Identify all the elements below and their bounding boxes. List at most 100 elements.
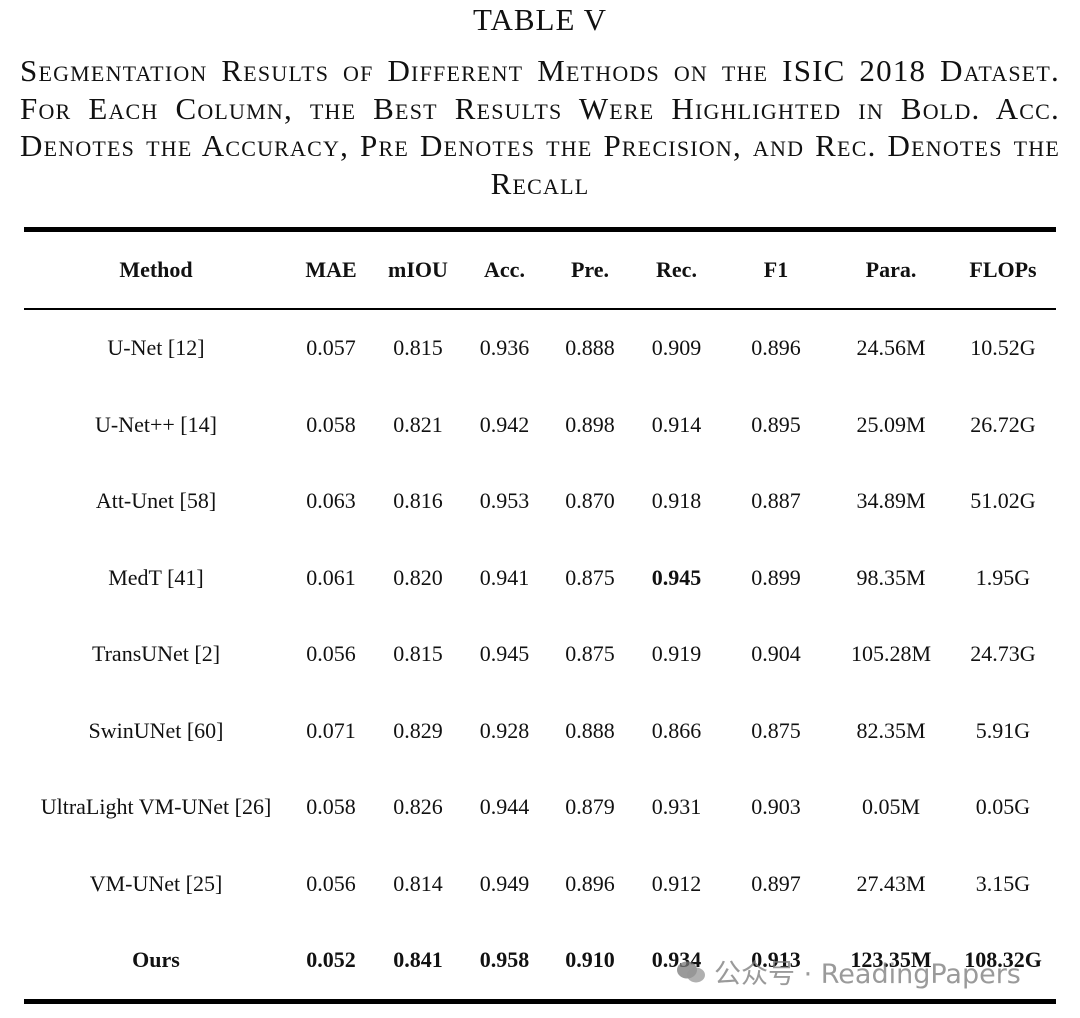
value-cell: 0.904: [751, 641, 801, 667]
value-cell: 123.35M: [850, 947, 932, 973]
value-cell: 0.058: [306, 411, 356, 437]
value-cell: 0.945: [479, 641, 530, 667]
value-cell: 0.910: [565, 947, 615, 973]
table-row: U-Net++ [14] 0.058 0.821 0.942 0.898 0.914 0.8…: [24, 387, 1056, 464]
value-cell: 10.52G: [970, 335, 1036, 361]
value-cell: 108.32G: [964, 947, 1042, 973]
value-cell: 26.72G: [970, 411, 1036, 437]
value-cell: 0.841: [393, 947, 443, 973]
value-cell: 105.28M: [850, 641, 932, 667]
value-cell: 0.820: [393, 564, 443, 590]
value-cell: 0.898: [565, 411, 615, 437]
value-cell: 0.949: [479, 870, 530, 896]
value-cell: 0.814: [393, 870, 443, 896]
column-header: F1: [720, 229, 832, 310]
value-cell: 0.05G: [975, 794, 1031, 820]
value-cell: 24.56M: [856, 335, 926, 361]
value-cell: 0.936: [479, 335, 530, 361]
method-cell: MedT [41]: [108, 564, 204, 590]
value-cell: 0.056: [306, 870, 356, 896]
value-cell: 1.95G: [975, 564, 1031, 590]
column-header: mIOU: [374, 229, 462, 310]
value-cell: 0.875: [565, 641, 615, 667]
value-cell: 0.052: [306, 947, 356, 973]
value-cell: 0.899: [751, 564, 801, 590]
results-table: Method MAE mIOU Acc. Pre. Rec. F1 Para. FLOPs U-…: [24, 227, 1056, 1004]
column-header: Rec.: [633, 229, 720, 310]
header-row: Method MAE mIOU Acc. Pre. Rec. F1 Para. FLOPs: [24, 229, 1056, 310]
value-cell: 0.953: [479, 488, 530, 514]
value-cell: 0.897: [751, 870, 801, 896]
method-cell: Att-Unet [58]: [95, 488, 217, 514]
table-row: TransUNet [2] 0.056 0.815 0.945 0.875 0.919 0.…: [24, 616, 1056, 693]
table-row: Att-Unet [58] 0.063 0.816 0.953 0.870 0.918 0.…: [24, 463, 1056, 540]
value-cell: 0.071: [306, 717, 356, 743]
table-title: TABLE V: [473, 2, 607, 37]
value-cell: 0.895: [751, 411, 801, 437]
column-header: MAE: [288, 229, 374, 310]
value-cell: 0.931: [651, 794, 702, 820]
table-head: Method MAE mIOU Acc. Pre. Rec. F1 Para. FLOPs: [24, 229, 1056, 310]
table-row: Ours 0.052 0.841 0.958 0.910 0.934 0.913 123.35…: [24, 922, 1056, 1001]
value-cell: 0.056: [306, 641, 356, 667]
value-cell: 0.061: [306, 564, 356, 590]
value-cell: 27.43M: [856, 870, 926, 896]
value-cell: 0.944: [479, 794, 530, 820]
value-cell: 0.058: [306, 794, 356, 820]
value-cell: 0.912: [651, 870, 702, 896]
table-caption: Segmentation Results of Different Method…: [20, 53, 1060, 201]
value-cell: 0.909: [651, 335, 702, 361]
value-cell: 0.826: [393, 794, 443, 820]
watermark: 公众号 · ReadingPapers: [676, 952, 1021, 991]
value-cell: 25.09M: [856, 411, 926, 437]
table-body: U-Net [12] 0.057 0.815 0.936 0.888 0.909 0.896…: [24, 309, 1056, 1001]
value-cell: 3.15G: [975, 870, 1031, 896]
method-cell: Ours: [132, 947, 180, 973]
value-cell: 0.063: [306, 488, 356, 514]
method-cell: SwinUNet [60]: [88, 717, 224, 743]
column-header: Pre.: [547, 229, 633, 310]
value-cell: 0.896: [751, 335, 801, 361]
column-header: Acc.: [462, 229, 547, 310]
value-cell: 0.866: [651, 717, 702, 743]
value-cell: 0.896: [565, 870, 615, 896]
column-header: Para.: [832, 229, 950, 310]
value-cell: 24.73G: [970, 641, 1036, 667]
value-cell: 0.815: [393, 641, 443, 667]
value-cell: 34.89M: [856, 488, 926, 514]
value-cell: 0.914: [651, 411, 702, 437]
value-cell: 0.829: [393, 717, 443, 743]
value-cell: 0.815: [393, 335, 443, 361]
watermark-text: 公众号 · ReadingPapers: [714, 959, 1021, 990]
method-cell: VM-UNet [25]: [89, 870, 223, 896]
value-cell: 0.875: [751, 717, 801, 743]
value-cell: 0.945: [651, 564, 702, 590]
watermark-icon: [677, 961, 705, 982]
table-row: U-Net [12] 0.057 0.815 0.936 0.888 0.909 0.896…: [24, 309, 1056, 387]
column-header: Method: [24, 229, 288, 310]
method-cell: U-Net++ [14]: [95, 411, 217, 437]
column-header: FLOPs: [950, 229, 1056, 310]
value-cell: 0.05M: [861, 794, 921, 820]
method-cell: TransUNet [2]: [91, 641, 221, 667]
method-cell: UltraLight VM-UNet [26]: [40, 794, 272, 820]
value-cell: 0.821: [393, 411, 443, 437]
table-row: UltraLight VM-UNet [26] 0.058 0.826 0.944 0.…: [24, 769, 1056, 846]
value-cell: 0.903: [751, 794, 801, 820]
value-cell: 51.02G: [970, 488, 1036, 514]
value-cell: 0.919: [651, 641, 702, 667]
value-cell: 0.057: [306, 335, 356, 361]
value-cell: 0.958: [479, 947, 530, 973]
value-cell: 0.928: [479, 717, 530, 743]
method-cell: U-Net [12]: [107, 335, 205, 361]
value-cell: 0.888: [565, 335, 615, 361]
value-cell: 0.918: [651, 488, 702, 514]
table-row: SwinUNet [60] 0.071 0.829 0.928 0.888 0.866 0.…: [24, 693, 1056, 770]
value-cell: 0.875: [565, 564, 615, 590]
value-cell: 0.942: [479, 411, 530, 437]
value-cell: 0.870: [565, 488, 615, 514]
value-cell: 98.35M: [856, 564, 926, 590]
table-row: VM-UNet [25] 0.056 0.814 0.949 0.896 0.912 0.8…: [24, 846, 1056, 923]
value-cell: 0.816: [393, 488, 443, 514]
value-cell: 0.879: [565, 794, 615, 820]
